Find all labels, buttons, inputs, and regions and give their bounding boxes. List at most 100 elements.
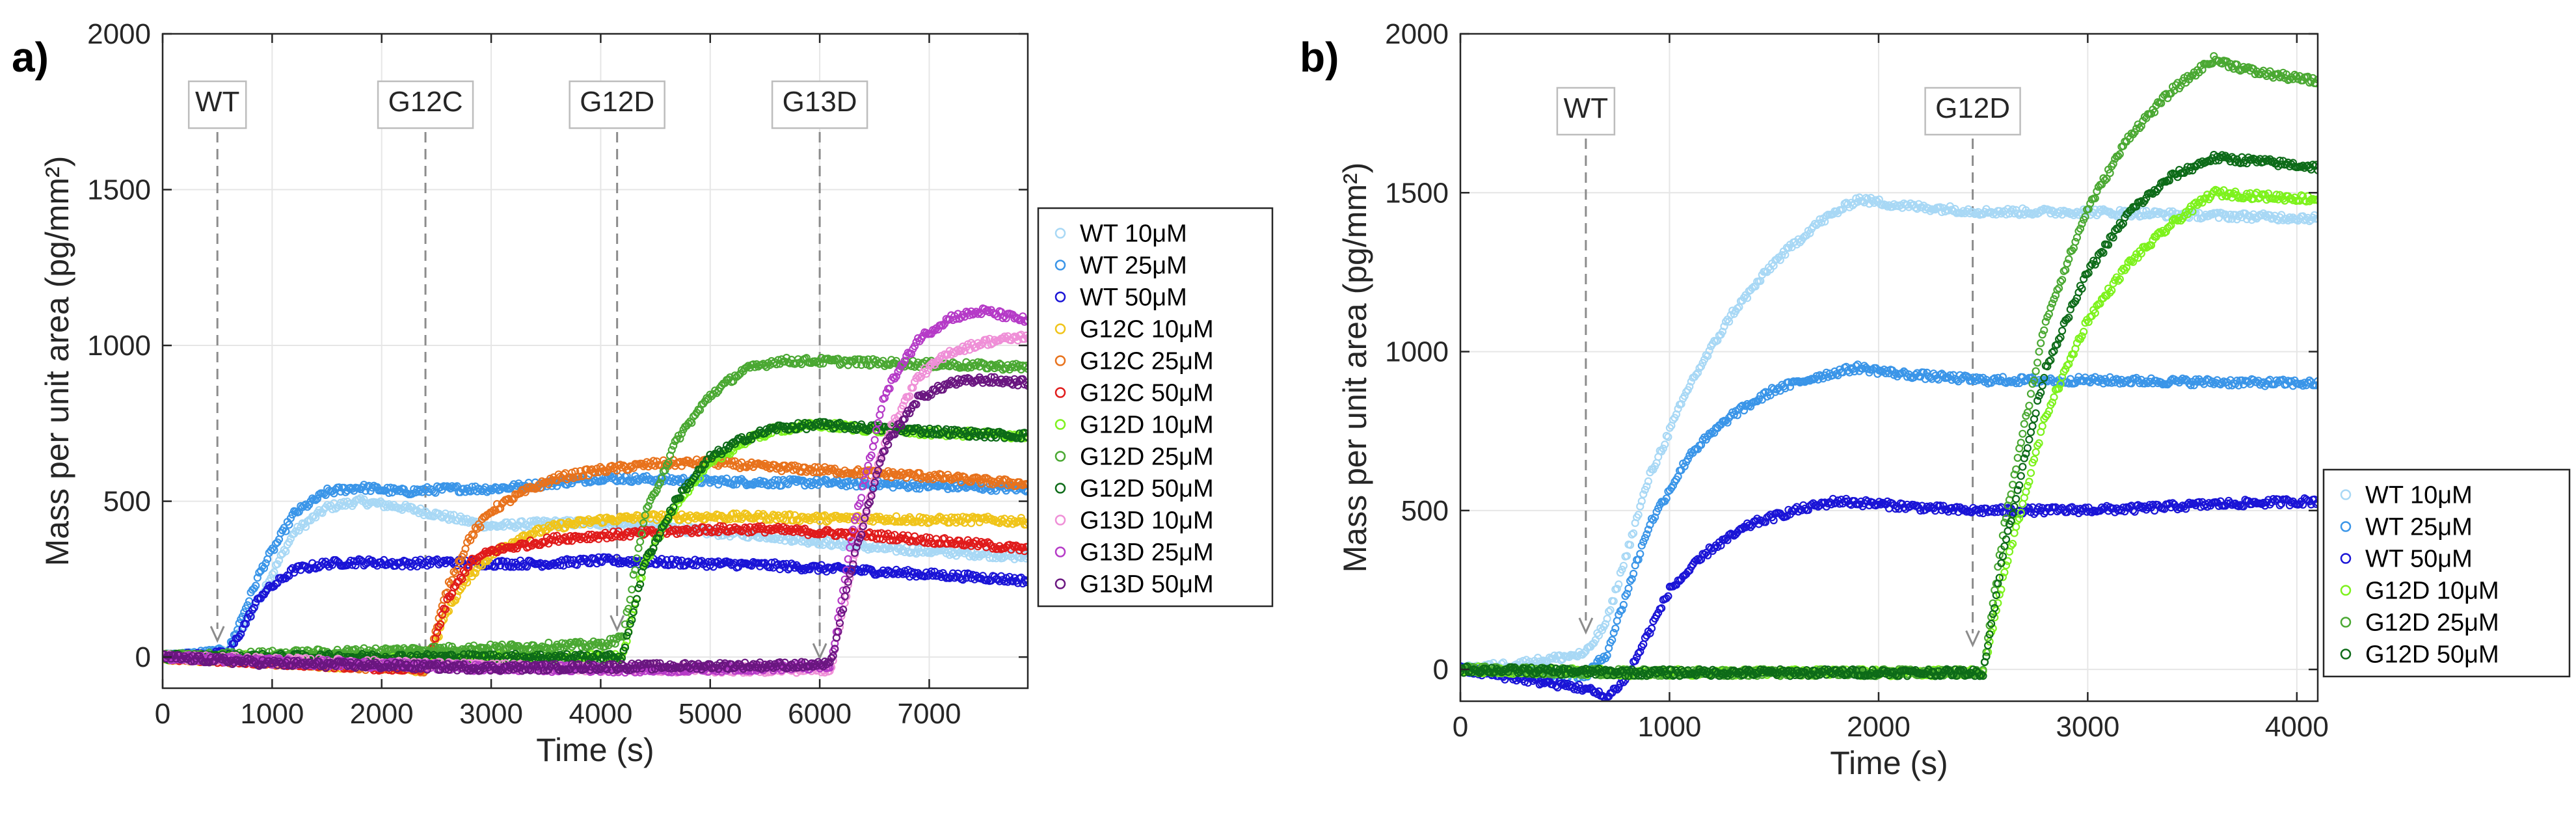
- annotations: WT G12C G12D G13D: [187, 80, 868, 660]
- data-point: [665, 560, 675, 569]
- data-point: [276, 574, 285, 582]
- data-point: [794, 475, 803, 484]
- data-point: [1023, 576, 1028, 585]
- data-point: [312, 513, 320, 522]
- data-point: [1022, 554, 1028, 563]
- data-point: [716, 476, 724, 485]
- data-point: [722, 557, 731, 566]
- data-point: [491, 563, 500, 571]
- data-point: [356, 556, 365, 564]
- data-point: [658, 554, 666, 563]
- data-point: [910, 569, 919, 577]
- data-point: [524, 522, 533, 531]
- data-point: [602, 555, 611, 563]
- data-point: [303, 517, 312, 526]
- data-point: [313, 494, 321, 503]
- data-point: [471, 569, 479, 578]
- data-point: [282, 527, 290, 535]
- data-point: [811, 479, 819, 489]
- data-point: [857, 568, 866, 576]
- data-point: [1010, 516, 1019, 526]
- data-point: [842, 482, 851, 490]
- data-point: [736, 476, 744, 485]
- data-point: [771, 475, 779, 484]
- annotation-g13d: G13D: [771, 80, 868, 660]
- data-point: [278, 575, 287, 583]
- data-point: [774, 560, 783, 569]
- data-point: [714, 511, 723, 520]
- data-point: [835, 515, 844, 523]
- data-point: [500, 557, 508, 566]
- data-point: [238, 612, 247, 621]
- data-point: [1013, 579, 1022, 587]
- data-point: [441, 509, 449, 518]
- data-point: [268, 570, 276, 578]
- data-point: [243, 601, 252, 609]
- data-point: [253, 574, 262, 582]
- data-point: [1023, 518, 1028, 527]
- data-point: [915, 485, 924, 493]
- data-point: [509, 522, 518, 531]
- data-point: [270, 568, 278, 576]
- annotation-wt: WT: [187, 80, 247, 643]
- data-point: [933, 514, 943, 522]
- data-point: [757, 511, 766, 520]
- data-point: [248, 606, 257, 614]
- data-point: [240, 608, 248, 617]
- data-point: [524, 531, 533, 540]
- data-point: [924, 548, 932, 557]
- data-point: [448, 482, 457, 490]
- data-point: [853, 541, 863, 550]
- data-point: [312, 496, 320, 504]
- data-point: [556, 561, 565, 570]
- annotation-label: G12D: [580, 86, 654, 118]
- data-point: [260, 564, 269, 572]
- data-point: [351, 561, 360, 570]
- data-point: [318, 509, 327, 517]
- annotation-box: [377, 80, 474, 129]
- annotation-label: G12C: [388, 86, 463, 118]
- annotation-box: [187, 80, 247, 129]
- data-point: [1022, 578, 1028, 587]
- annotation-arrow-head: [209, 626, 225, 643]
- data-point: [835, 479, 844, 488]
- annotation-label: G13D: [783, 86, 857, 118]
- data-point: [395, 485, 403, 494]
- data-point: [661, 561, 669, 569]
- data-point: [237, 630, 245, 638]
- annotation-arrow-head: [610, 615, 625, 632]
- data-point: [262, 559, 270, 568]
- data-point: [1022, 520, 1028, 529]
- data-point: [506, 563, 515, 571]
- data-point: [984, 575, 992, 584]
- data-point: [288, 564, 297, 572]
- data-point: [759, 510, 768, 518]
- data-point: [267, 574, 275, 582]
- data-point: [632, 475, 641, 483]
- data-point: [907, 548, 916, 557]
- data-point: [676, 561, 684, 570]
- data-point: [255, 569, 263, 577]
- annotation-arrow-head: [812, 643, 827, 660]
- data-point: [250, 604, 258, 612]
- data-point: [927, 567, 935, 576]
- data-point: [501, 563, 510, 571]
- data-point: [275, 556, 284, 565]
- data-point: [572, 561, 582, 569]
- data-point: [569, 519, 578, 528]
- data-point: [446, 511, 455, 519]
- data-point: [413, 562, 422, 570]
- annotation-g12c: G12C: [377, 80, 474, 660]
- data-point: [334, 483, 343, 492]
- data-point: [496, 522, 505, 530]
- data-point: [1023, 552, 1028, 561]
- panel-letter: a): [12, 34, 49, 81]
- data-point: [722, 515, 731, 524]
- annotation-box: [771, 80, 868, 129]
- data-point: [530, 516, 538, 525]
- data-point: [674, 557, 683, 565]
- data-point: [306, 564, 315, 572]
- data-point: [291, 527, 300, 535]
